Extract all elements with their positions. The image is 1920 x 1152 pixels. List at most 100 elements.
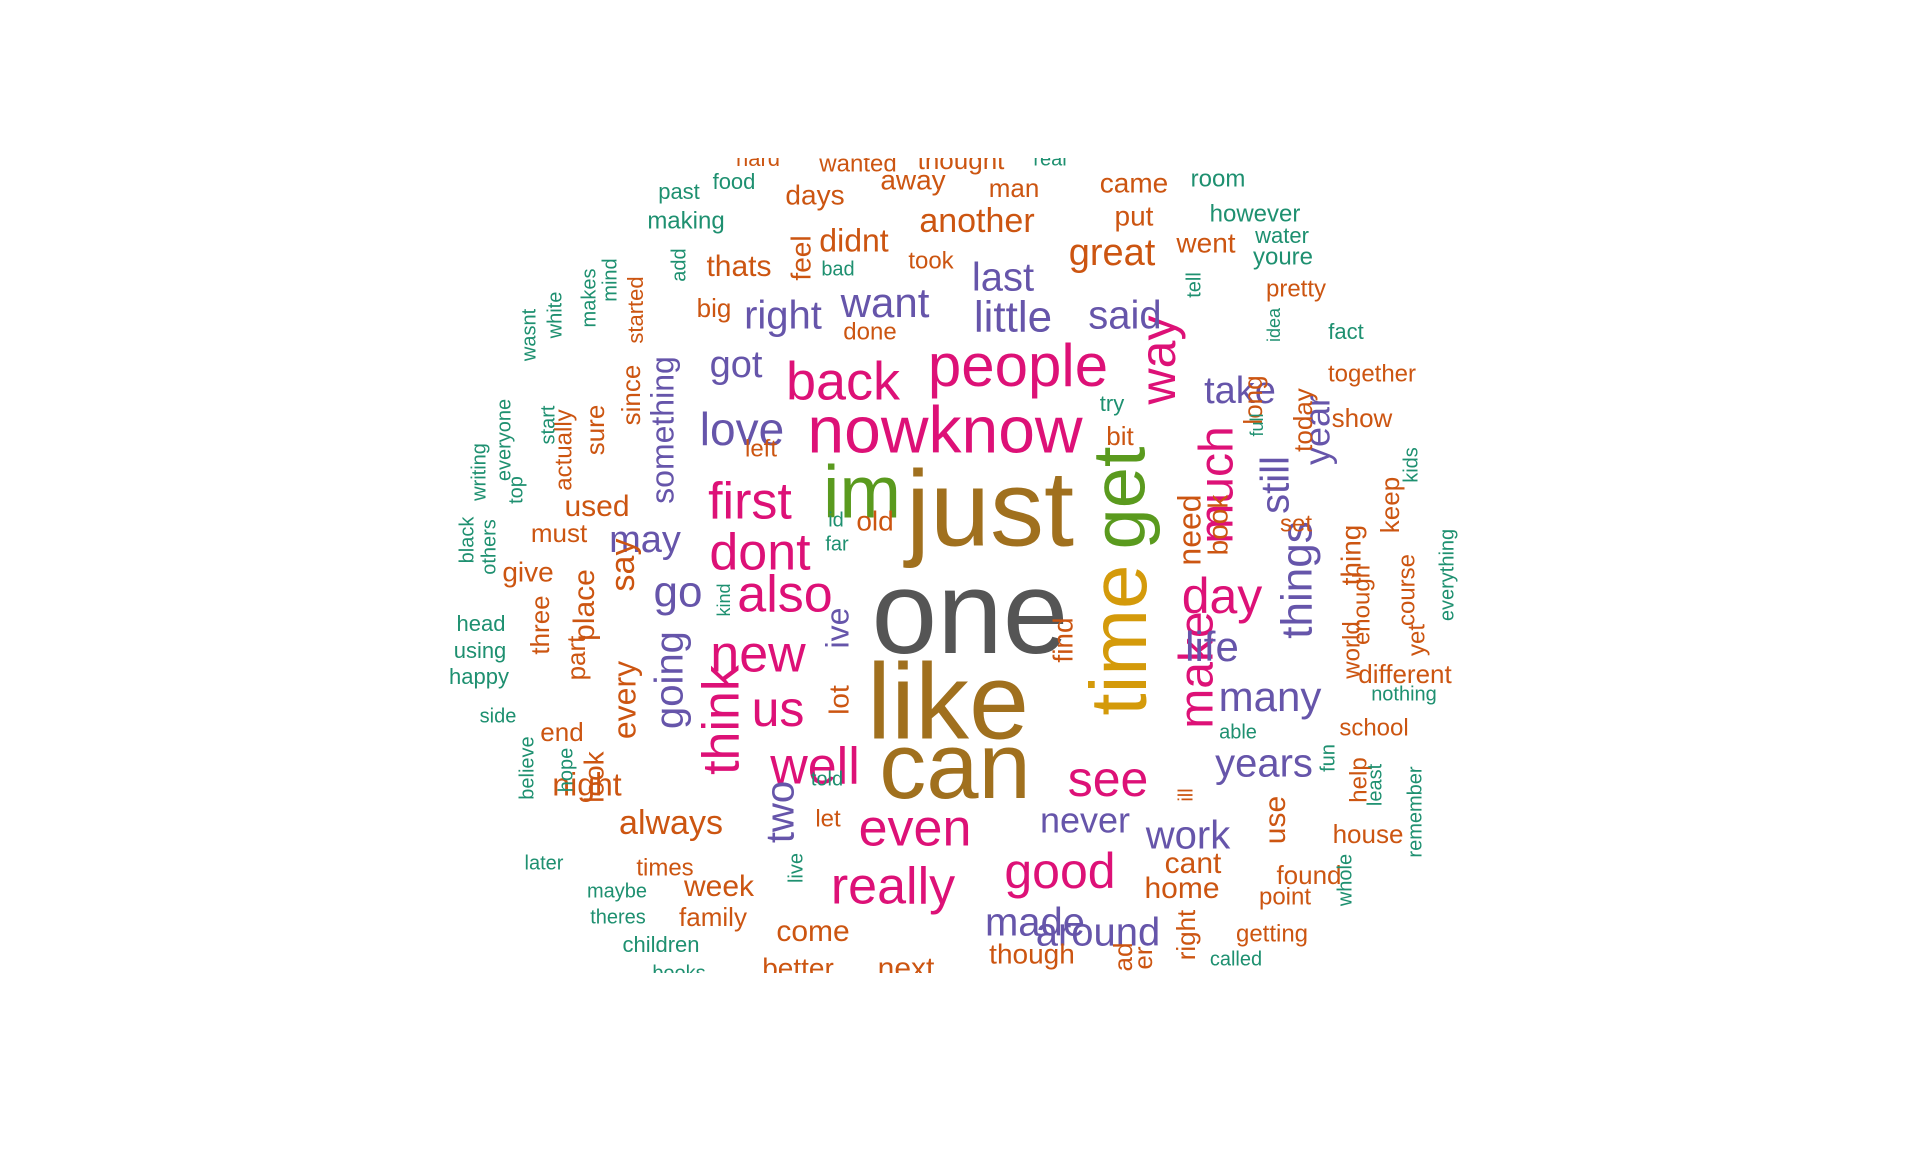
cloud-word: school [1339,714,1408,741]
cloud-word: least [1364,763,1386,806]
cloud-word: thing [1335,525,1366,586]
cloud-word: didnt [819,222,889,258]
cloud-word: feel [785,235,816,280]
cloud-word: let [815,805,841,832]
cloud-word: two [759,781,803,843]
cloud-word: everyone [493,399,515,481]
cloud-word: us [752,681,805,737]
cloud-word: right [744,294,822,338]
cloud-word: another [919,202,1034,240]
cloud-word: bad [821,258,854,280]
cloud-word: much [1191,426,1244,543]
cloud-word: week [683,870,755,903]
cloud-word: happy [449,664,509,689]
cloud-word: way [1130,316,1186,406]
cloud-word: pretty [1266,275,1326,302]
cloud-word: full [1247,413,1267,436]
cloud-word: wasnt [518,308,540,362]
cloud-word: point [1259,883,1311,910]
cloud-word: big [697,293,732,323]
cloud-word: maybe [587,880,647,902]
cloud-word: side [480,705,517,727]
cloud-word: made [985,901,1085,945]
cloud-word: whole [1334,854,1356,907]
cloud-word: need [1171,494,1207,565]
cloud-word: idea [1264,307,1284,342]
cloud-word: hope [555,748,577,793]
cloud-word: book [1202,494,1233,556]
cloud-word: nothing [1371,683,1437,705]
cloud-word: still [1254,456,1298,514]
cloud-word: first [708,473,792,531]
cloud-word: id [828,509,844,531]
cloud-word: real [1033,148,1066,170]
cloud-word: called [1210,948,1262,970]
cloud-word: tell [1183,272,1205,298]
cloud-word: part [561,635,591,681]
cloud-word: time [1074,564,1163,715]
cloud-word: man [989,173,1040,203]
cloud-word: great [1069,232,1156,274]
cloud-word: youre [1253,243,1313,270]
cloud-word: night [552,766,622,802]
cloud-word: found [1276,860,1341,890]
cloud-word: like [867,641,1029,762]
cloud-word: going [648,631,692,729]
cloud-word: look [578,750,609,802]
cloud-word: took [908,247,954,274]
cloud-word: use [1259,796,1292,844]
cloud-word: day [1182,568,1263,624]
cloud-word: different [1358,659,1452,689]
cloud-word: long [1238,375,1268,424]
cloud-word: last [972,256,1034,300]
cloud-word: together [1328,360,1416,387]
cloud-word: good [1004,843,1115,899]
cloud-word: enough [1348,565,1375,645]
cloud-word: food [713,169,756,194]
cloud-word: house [1333,819,1404,849]
cloud-word: even [859,800,972,858]
cloud-word: thats [706,250,771,283]
cloud-word: just [903,448,1074,569]
cloud-word: able [1219,721,1257,743]
cloud-word: help [1345,757,1372,802]
cloud-word: place [568,569,601,641]
cloud-word: really [831,858,955,916]
cloud-word: wanted [818,150,896,177]
cloud-word: add [668,248,690,281]
cloud-word: nowknow [807,392,1082,466]
cloud-word: keep [1375,477,1405,533]
cloud-word: life [1185,623,1239,670]
cloud-word: want [840,279,930,326]
cloud-word: started [623,276,648,343]
cloud-word: children [622,932,699,957]
cloud-word: used [564,490,629,523]
cloud-word: end [540,717,583,747]
cloud-word: went [1175,227,1235,258]
cloud-word: back [786,351,901,411]
cloud-word: next [878,952,935,985]
cloud-word: fun [1317,744,1339,772]
cloud-word: also [737,566,832,624]
cloud-word: past [658,179,700,204]
cloud-word: writing [468,443,490,502]
cloud-word: set [1280,510,1312,537]
cloud-word: thought [918,145,1006,175]
cloud-word: kind [714,583,734,616]
cloud-word: books [652,962,705,984]
cloud-word: never [1040,800,1130,841]
cloud-word: love [700,403,784,455]
cloud-word: one [872,547,1069,679]
cloud-word: may [609,519,681,561]
cloud-word: people [928,332,1108,399]
cloud-word: mind [599,258,621,301]
cloud-word: however [1210,200,1301,227]
cloud-word: years [1215,742,1313,786]
cloud-word: believe [516,736,538,799]
cloud-word: must [531,518,588,548]
cloud-word: im [823,451,901,534]
cloud-word: making [647,207,724,234]
cloud-word: show [1332,403,1393,433]
cloud-word: actually [550,409,577,490]
cloud-word: though [989,938,1075,969]
